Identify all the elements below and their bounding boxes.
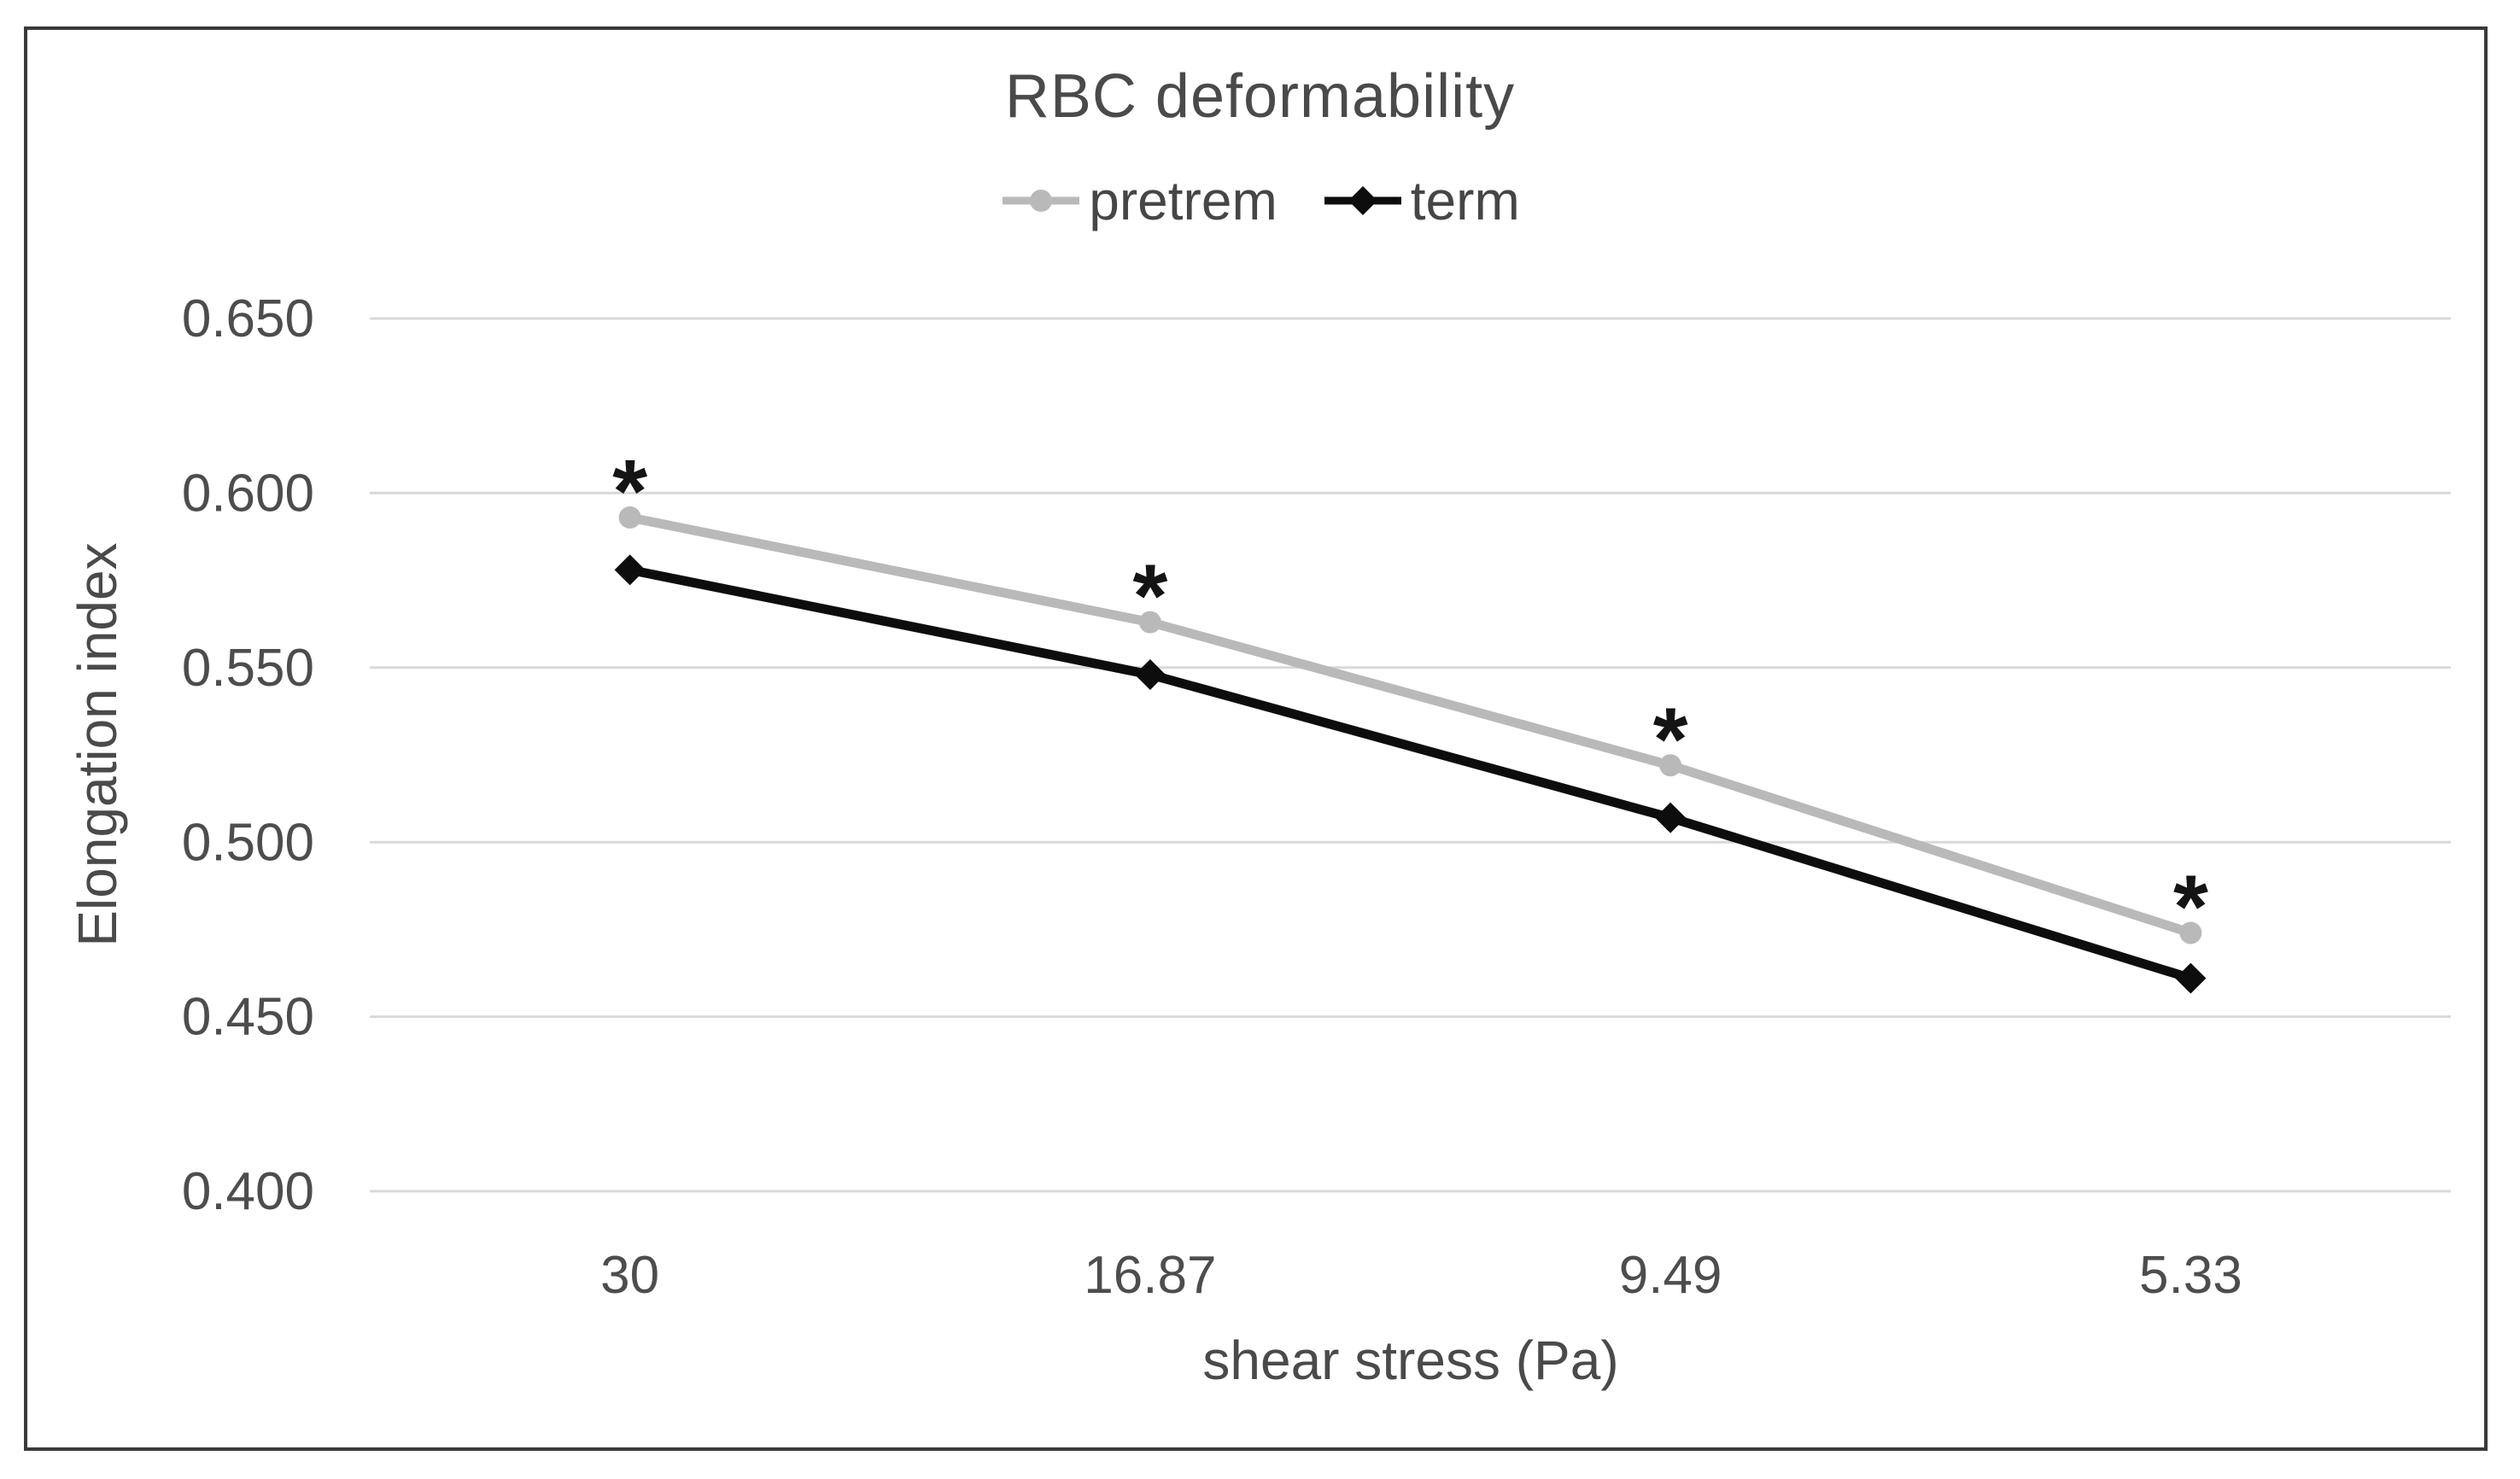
x-tick-label: 30 <box>600 1246 659 1305</box>
legend-item-pretrem: pretrem <box>1000 169 1278 232</box>
x-tick-label: 16.87 <box>1084 1246 1216 1305</box>
marker-pretrem <box>1659 754 1682 777</box>
y-tick-label: 0.500 <box>182 813 314 872</box>
series-line-term <box>625 564 2195 984</box>
legend-item-term: term <box>1322 169 1520 232</box>
marker-pretrem <box>1138 611 1161 634</box>
x-tick-label: 9.49 <box>1619 1246 1722 1305</box>
marker-term <box>614 554 646 586</box>
legend-marker-term <box>1324 186 1401 215</box>
x-axis-title: shear stress (Pa) <box>1202 1330 1619 1391</box>
significance-asterisk: * <box>1132 547 1167 646</box>
legend-marker-pretrem <box>1003 190 1080 212</box>
y-tick-label: 0.550 <box>182 639 314 698</box>
marker-term <box>1655 802 1687 833</box>
chart-title: RBC deformability <box>1004 62 1516 131</box>
legend: pretrem term <box>0 169 2520 232</box>
marker-term <box>2175 962 2207 994</box>
marker-pretrem <box>2179 921 2202 944</box>
y-tick-label: 0.450 <box>182 988 314 1047</box>
marker-pretrem <box>618 506 641 529</box>
legend-label-pretrem: pretrem <box>1089 170 1278 231</box>
marker-term <box>1134 658 1166 690</box>
significance-asterisk: * <box>2173 856 2208 956</box>
significance-asterisk: * <box>1653 689 1688 789</box>
x-tick-label: 5.33 <box>2139 1246 2242 1305</box>
series-line-pretrem <box>625 512 2195 938</box>
y-tick-label: 0.600 <box>182 464 314 523</box>
significance-asterisk: * <box>612 441 647 541</box>
y-tick-label: 0.650 <box>182 289 314 348</box>
chart-border <box>24 26 2488 1451</box>
y-tick-label: 0.400 <box>182 1162 314 1221</box>
legend-label-term: term <box>1410 170 1520 231</box>
